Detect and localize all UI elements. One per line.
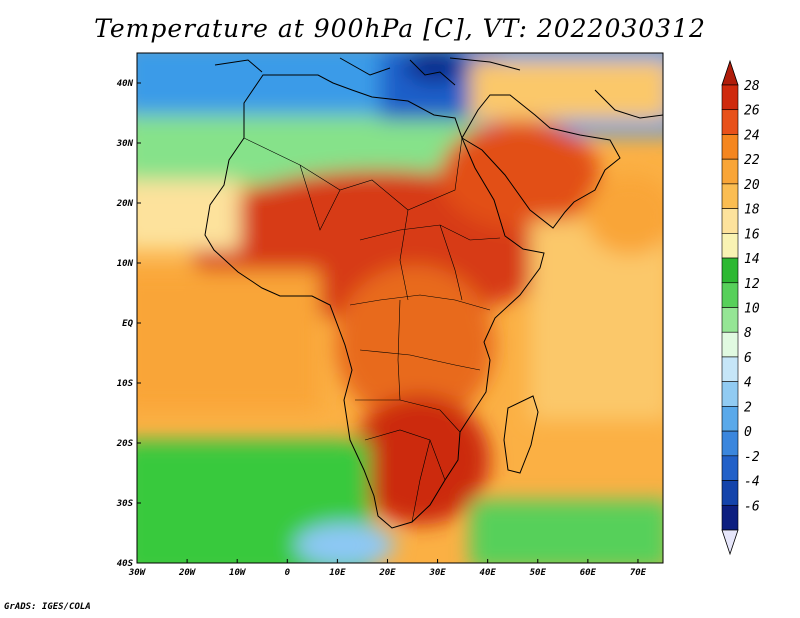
region-central-africa [335,265,495,425]
coastline-turkey [449,57,521,71]
border-angola-drc [397,299,401,401]
colorbar-label: 28 [744,79,760,94]
colorbar-swatch [721,257,739,284]
colorbar-swatch [721,356,739,382]
coastline-madagascar [503,395,539,474]
border-ethiopia [439,224,463,301]
colorbar-swatch [721,183,739,209]
region-south-indian-cool [470,500,663,563]
border-south-africa [411,439,431,523]
lat-tick-label: 40N [117,79,134,89]
colorbar-label: 16 [744,227,760,242]
region-arabian-sea [585,175,663,255]
colorbar-label: 6 [744,351,752,366]
map-frame [136,52,664,564]
colorbar-label: -2 [744,450,760,465]
lon-tick-label: 40E [480,568,497,578]
colorbar-label: 2 [744,400,752,415]
colorbar-swatch [721,282,739,308]
colorbar-label: 26 [744,104,760,119]
colorbar-swatch [721,233,739,259]
lat-tick-label: 10N [117,259,134,269]
colorbar-swatch [721,504,739,531]
lon-tick-label: 0 [285,568,291,578]
colorbar-min-arrow [721,529,739,556]
coastline-africa [204,74,545,529]
border-botswana [364,429,446,481]
lon-tick-label: 60E [580,568,597,578]
africa-coastline [204,57,663,529]
border-congo [349,294,491,311]
lon-tick-label: 50E [530,568,547,578]
latitude-axis: 40S 30S 20S 10S EQ 10N 20N 30N 40N [116,79,141,569]
coastline-persian-gulf [594,89,663,119]
colorbar-label: -4 [744,475,760,490]
lon-tick-label: 20W [178,568,197,578]
lat-tick-label: EQ [122,319,133,329]
colorbar-label: -6 [744,499,760,514]
border-niger [299,164,341,231]
lon-tick-label: 20E [378,568,396,578]
border-zambia [359,349,481,371]
colorbar-label: 4 [744,376,752,391]
colorbar-max-arrow [721,59,739,86]
colorbar-swatch [721,406,739,432]
lat-tick-label: 10S [117,379,134,389]
region-southern-ocean-blue [295,523,395,563]
colorbar-swatch [721,208,739,234]
coastline-greece [409,59,456,86]
lon-tick-label: 30E [428,568,446,578]
colorbar-swatch [721,430,739,457]
lat-tick-label: 40S [117,559,134,569]
colorbar-label: 20 [744,178,760,193]
coastline-arabia [461,94,621,229]
colorbar-swatch [721,381,739,407]
lat-tick-label: 20S [116,439,134,449]
border-namibia [355,399,461,433]
lon-tick-label: 70E [630,568,647,578]
region-aegean-cold [405,53,465,83]
colorbar-swatch [721,134,739,160]
region-arabia-hot [440,120,600,230]
country-borders [243,137,501,523]
colorbar-label: 18 [744,203,760,218]
coastline-italy [339,57,391,76]
colorbar-label: 0 [744,425,752,440]
colorbar-swatch [721,331,739,358]
lon-tick-label: 30W [128,568,147,578]
colorbar-label: 22 [744,153,760,168]
colorbar-swatch [721,84,739,111]
colorbar-swatch [721,158,739,185]
map-title: Temperature at 900hPa [C], VT: 202203031… [94,14,706,43]
coastline-iberia [214,59,263,73]
region-southern-africa-hot [350,395,490,525]
region-equatorial-atlantic [137,270,320,410]
temperature-field [137,53,663,563]
grads-credit: GrADS: IGES/COLA [4,602,91,612]
colorbar-label: 10 [744,302,760,317]
region-canary-current [137,180,240,250]
colorbar-label: 12 [744,277,760,292]
lon-tick-label: 10W [229,568,247,578]
colorbar-label: 8 [744,326,752,341]
border-chad-sudan [399,209,409,301]
longitude-axis: 30W 20W 10W 0 10E 20E 30E 40E 50E 60E 70E [128,559,647,578]
colorbar-swatch [721,480,739,506]
colorbar-label: 24 [744,128,760,143]
lon-tick-label: 10E [329,568,346,578]
lat-tick-label: 30S [116,499,134,509]
colorbar-label: 14 [744,252,760,267]
lat-tick-label: 20N [116,199,134,209]
region-middle-east [470,60,663,120]
colorbar-swatch [721,455,739,481]
lat-tick-label: 30N [116,139,134,149]
colorbar-swatch [721,307,739,333]
colorbar-swatch [721,109,739,135]
